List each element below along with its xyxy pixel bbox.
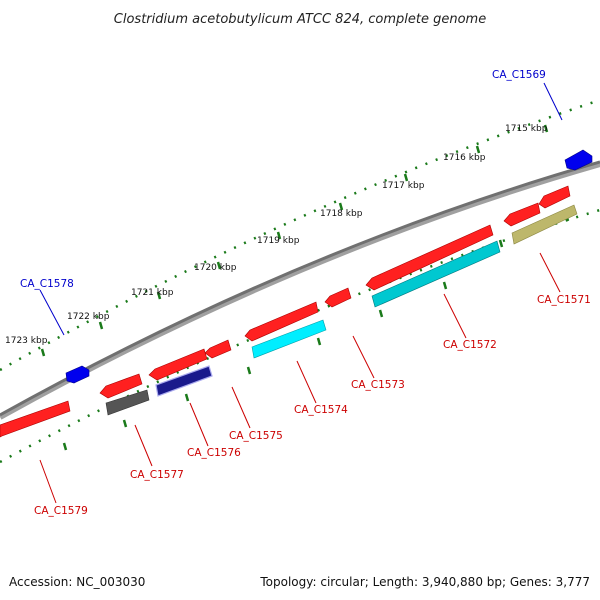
kbp-label-1723: 1723 kbp	[5, 336, 48, 346]
cds-ca-c1574[interactable]	[251, 319, 327, 359]
kbp-label-1717: 1717 kbp	[382, 181, 425, 191]
gene-ca-c1574[interactable]	[244, 301, 319, 342]
gene-ca-c1577[interactable]	[99, 373, 143, 399]
label-ca-c1573: CA_C1573	[351, 379, 405, 391]
leader-lines	[39, 82, 563, 504]
genome-backbone	[0, 160, 600, 417]
cds-ca-c1572[interactable]	[371, 240, 501, 308]
label-ca-c1571: CA_C1571	[537, 294, 591, 306]
gene-ca-c1578[interactable]	[65, 365, 90, 384]
gene-ca-c1571[interactable]	[503, 202, 541, 227]
gene-ca-c1573[interactable]	[324, 287, 352, 308]
gene-ca-c1575[interactable]	[204, 339, 232, 359]
upper-major-ticks	[40, 124, 549, 357]
kbp-label-1720: 1720 kbp	[194, 263, 237, 273]
kbp-label-1722: 1722 kbp	[67, 312, 110, 322]
cds-ca-c1577[interactable]	[105, 389, 150, 416]
label-ca-c1572: CA_C1572	[443, 339, 497, 351]
cds-ca-c1576[interactable]	[155, 365, 213, 397]
kbp-label-1718: 1718 kbp	[320, 209, 363, 219]
genome-backbone-shadow	[0, 161, 600, 420]
kbp-label-1715: 1715 kbp	[505, 124, 548, 134]
kbp-label-1716: 1716 kbp	[443, 153, 486, 163]
label-ca-c1575: CA_C1575	[229, 430, 283, 442]
gene-ca-c1579[interactable]	[0, 400, 71, 438]
kbp-label-1719: 1719 kbp	[257, 236, 300, 246]
label-ca-c1576: CA_C1576	[187, 447, 241, 459]
genome-summary-text: Topology: circular; Length: 3,940,880 bp…	[259, 575, 590, 589]
label-ca-c1579: CA_C1579	[34, 505, 88, 517]
cds-ca-c1571[interactable]	[511, 204, 578, 245]
lower-major-ticks	[62, 213, 570, 451]
label-ca-c1577: CA_C1577	[130, 469, 184, 481]
cds-row	[105, 204, 578, 416]
gene-ca-c1570[interactable]	[538, 185, 571, 209]
label-ca-c1569: CA_C1569	[492, 69, 546, 81]
label-ca-c1574: CA_C1574	[294, 404, 348, 416]
kbp-label-1721: 1721 kbp	[131, 288, 174, 298]
label-ca-c1578: CA_C1578	[20, 278, 74, 290]
gene-ca-c1572[interactable]	[365, 224, 494, 291]
accession-text: Accession: NC_003030	[9, 575, 145, 589]
map-title: Clostridium acetobutylicum ATCC 824, com…	[114, 12, 486, 27]
gene-ca-c1576[interactable]	[148, 348, 208, 381]
gene-ca-c1569[interactable]	[564, 149, 593, 171]
red-gene-row	[0, 185, 571, 438]
